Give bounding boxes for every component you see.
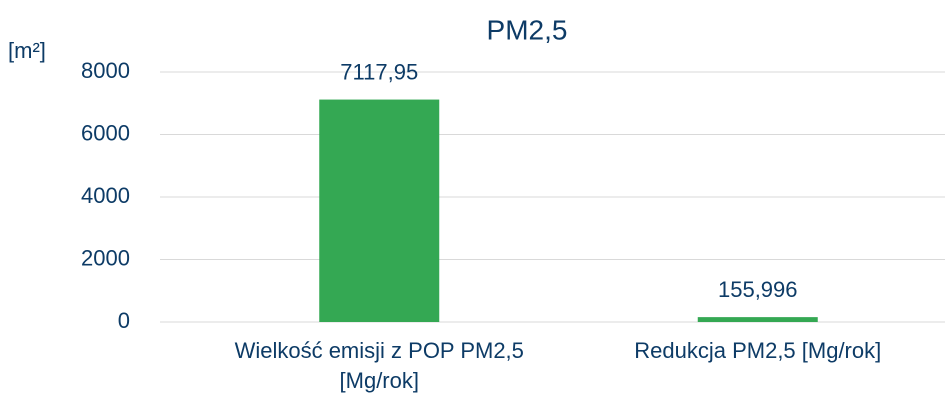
x-tick-label: Redukcja PM2,5 [Mg/rok] — [634, 338, 882, 363]
y-axis-label: [m²] — [8, 38, 46, 63]
y-tick-label: 8000 — [81, 58, 130, 83]
chart-title: PM2,5 — [487, 14, 568, 45]
bar — [697, 317, 818, 322]
bar — [319, 99, 440, 323]
y-tick-label: 4000 — [81, 183, 130, 208]
y-tick-label: 0 — [118, 308, 130, 333]
y-tick-label: 2000 — [81, 245, 130, 270]
value-label: 155,996 — [718, 277, 798, 302]
x-tick-label: Wielkość emisji z POP PM2,5 [Mg/rok] — [234, 338, 524, 393]
y-tick-label: 6000 — [81, 120, 130, 145]
value-label: 7117,95 — [340, 59, 418, 84]
